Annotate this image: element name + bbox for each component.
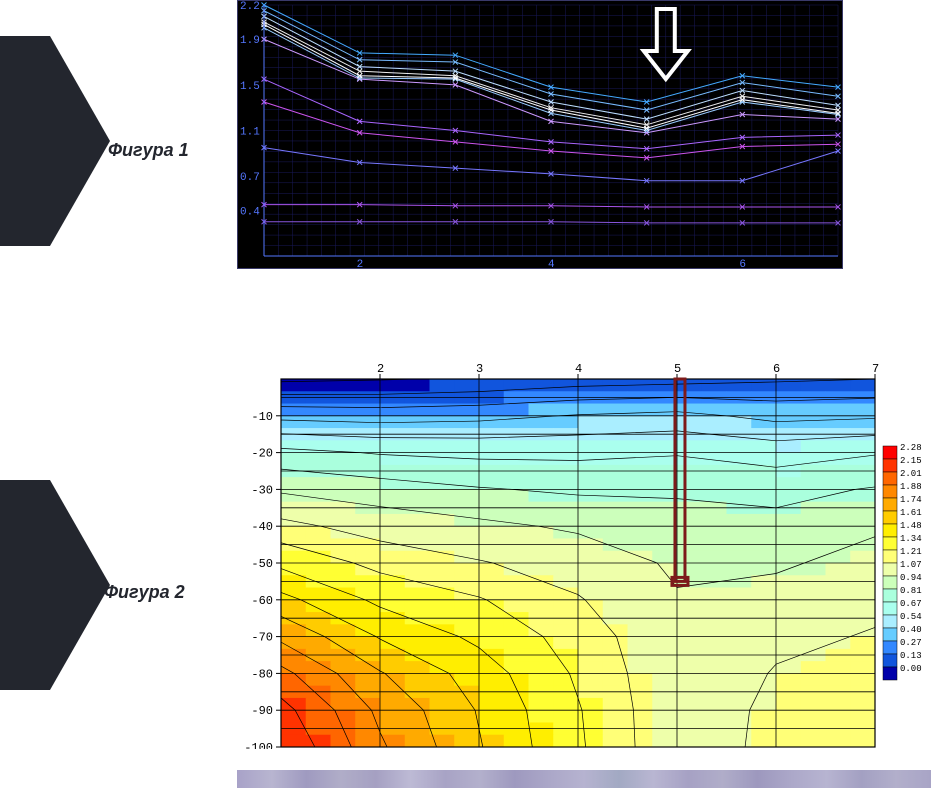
svg-text:1.1: 1.1 <box>240 127 260 139</box>
svg-text:4: 4 <box>575 362 582 376</box>
svg-text:7: 7 <box>872 362 879 376</box>
svg-text:-80: -80 <box>251 667 273 681</box>
svg-text:0.13: 0.13 <box>900 651 922 661</box>
svg-text:-60: -60 <box>251 594 273 608</box>
svg-text:-70: -70 <box>251 631 273 645</box>
svg-text:0.94: 0.94 <box>900 573 922 583</box>
svg-text:1.21: 1.21 <box>900 547 922 557</box>
svg-text:-50: -50 <box>251 557 273 571</box>
svg-text:-100: -100 <box>244 741 273 749</box>
svg-text:0.7: 0.7 <box>240 172 260 184</box>
svg-text:1.74: 1.74 <box>900 495 922 505</box>
figure-2-svg: 2 3 4 5 6 7 -10 -20 -30 -40 -50 -60 -70 -80 -90 -100 2.2… <box>237 361 933 749</box>
figure-2-pointer-shape <box>0 480 50 690</box>
svg-text:2.15: 2.15 <box>900 456 922 466</box>
svg-text:2.01: 2.01 <box>900 469 922 479</box>
figure-2-chart: 2 3 4 5 6 7 -10 -20 -30 -40 -50 -60 -70 -80 -90 -100 2.2… <box>237 361 933 749</box>
svg-text:3: 3 <box>476 362 483 376</box>
svg-text:1.9: 1.9 <box>240 35 260 47</box>
svg-text:-30: -30 <box>251 483 273 497</box>
svg-text:1.48: 1.48 <box>900 521 922 531</box>
figure-1-label: Фигура 1 <box>108 140 189 161</box>
svg-text:5: 5 <box>674 362 681 376</box>
svg-text:-10: -10 <box>251 410 273 424</box>
svg-text:0.27: 0.27 <box>900 638 922 648</box>
figure-2-label: Фигура 2 <box>104 582 185 603</box>
svg-text:0.40: 0.40 <box>900 625 922 635</box>
svg-text:2: 2 <box>357 259 364 268</box>
svg-text:4: 4 <box>548 259 555 268</box>
svg-text:1.61: 1.61 <box>900 508 922 518</box>
svg-text:2.2: 2.2 <box>240 1 260 13</box>
svg-text:1.07: 1.07 <box>900 560 922 570</box>
svg-text:6: 6 <box>773 362 780 376</box>
svg-text:0.4: 0.4 <box>240 206 260 218</box>
svg-text:2.28: 2.28 <box>900 443 922 453</box>
svg-text:2: 2 <box>377 362 384 376</box>
figure-1-svg: 2.2 1.9 1.5 1.1 0.7 0.4 2 4 6 <box>238 1 842 268</box>
svg-text:6: 6 <box>739 259 746 268</box>
svg-text:-90: -90 <box>251 704 273 718</box>
svg-text:0.54: 0.54 <box>900 612 922 622</box>
svg-text:1.34: 1.34 <box>900 534 922 544</box>
noise-strip <box>237 770 931 788</box>
svg-text:-20: -20 <box>251 447 273 461</box>
svg-text:1.88: 1.88 <box>900 482 922 492</box>
svg-text:0.67: 0.67 <box>900 599 922 609</box>
svg-text:1.5: 1.5 <box>240 81 260 93</box>
svg-text:0.00: 0.00 <box>900 664 922 674</box>
figure-1-chart: 2.2 1.9 1.5 1.1 0.7 0.4 2 4 6 <box>237 0 843 269</box>
svg-text:0.81: 0.81 <box>900 586 922 596</box>
svg-text:-40: -40 <box>251 520 273 534</box>
figure-1-pointer-shape <box>0 36 50 246</box>
